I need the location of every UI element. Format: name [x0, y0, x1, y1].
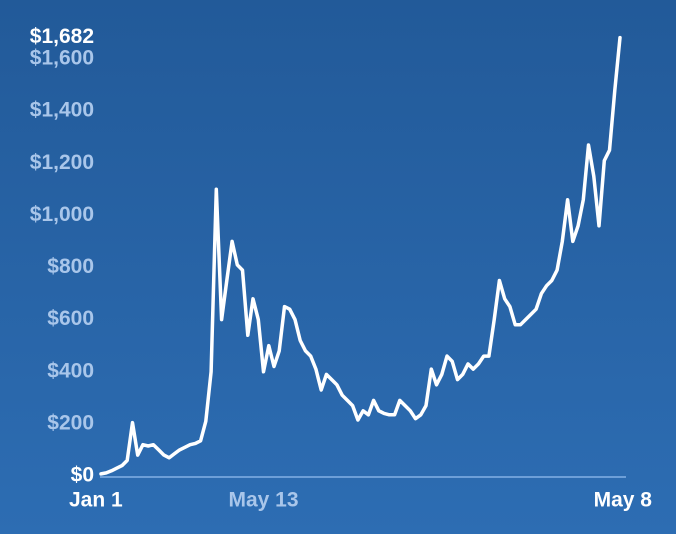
x-tick-label: Jan 1 — [69, 489, 123, 512]
y-tick-label: $1,600 — [30, 47, 94, 70]
x-tick-label: May 8 — [594, 489, 653, 512]
y-tick-label: $0 — [71, 464, 94, 487]
x-tick-label: May 13 — [228, 489, 298, 512]
y-tick-label: $800 — [47, 255, 94, 278]
y-tick-label: $400 — [47, 359, 94, 382]
y-tick-label: $1,682 — [30, 25, 94, 48]
price-line — [99, 35, 622, 476]
y-tick-label: $600 — [47, 307, 94, 330]
y-tick-label: $200 — [47, 411, 94, 434]
y-tick-label: $1,000 — [30, 203, 94, 226]
y-tick-label: $1,200 — [30, 151, 94, 174]
y-tick-label: $1,400 — [30, 99, 94, 122]
